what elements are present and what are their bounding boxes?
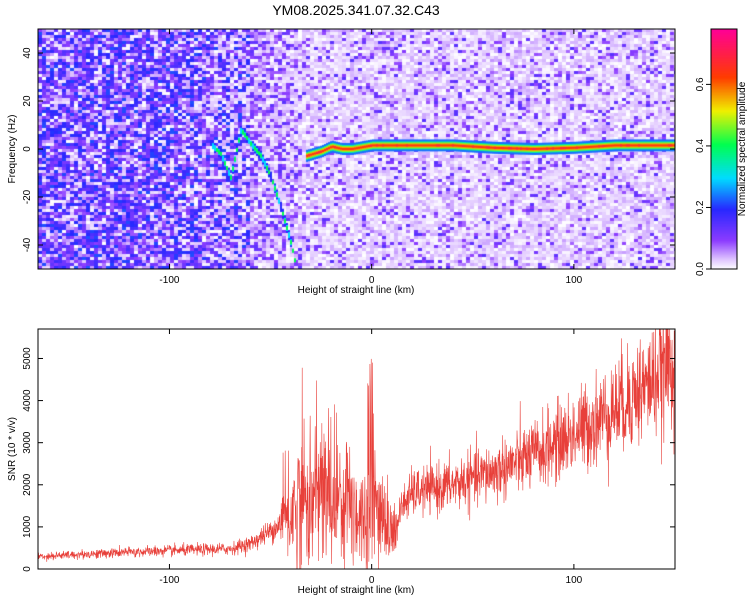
top-y-axis-label: Frequency (Hz) [7,115,18,184]
top-plot-frame [37,28,676,270]
bottom-y-axis-label: SNR (10 * v/v) [7,417,18,481]
y-tick-label: 0 [22,566,33,572]
y-tick-label: -20 [22,189,33,204]
y-tick-label: -40 [22,237,33,252]
x-tick-label: 100 [566,275,583,286]
figure-title: YM08.2025.341.07.32.C43 [272,2,440,18]
colorbar-tick-label: 0.4 [695,139,706,153]
y-tick-label: 5000 [22,347,33,370]
colorbar-tick-label: 0.6 [695,77,706,91]
colorbar-label: Normalized spectral amplitude [737,81,748,216]
y-tick-label: 2000 [22,473,33,496]
bottom-plot-frame [37,328,676,570]
top-x-axis-label: Height of straight line (km) [298,285,415,296]
y-tick-label: 3000 [22,431,33,454]
colorbar-tick-label: 0.0 [695,262,706,276]
colorbar-frame [710,28,738,270]
x-tick-label: 0 [369,275,375,286]
x-tick-label: 0 [369,575,375,586]
colorbar-ticks: 0.0 0.2 0.4 0.6 [695,77,711,276]
top-axis-ticks: -100 0 100 -40 -20 0 20 40 [22,29,675,286]
colorbar-tick-label: 0.2 [695,200,706,214]
colorbar [711,29,737,269]
y-tick-label: 4000 [22,389,33,412]
y-tick-label: 0 [22,146,33,152]
x-tick-label: -100 [159,575,179,586]
snr-series-line [38,329,675,569]
bottom-x-axis-label: Height of straight line (km) [298,585,415,596]
x-tick-label: 100 [566,575,583,586]
snr-plot-area [38,329,675,569]
y-tick-label: 1000 [22,515,33,538]
x-tick-label: -100 [159,275,179,286]
y-tick-label: 20 [22,95,33,107]
y-tick-label: 40 [22,47,33,59]
spectrogram-heatmap [38,29,675,269]
